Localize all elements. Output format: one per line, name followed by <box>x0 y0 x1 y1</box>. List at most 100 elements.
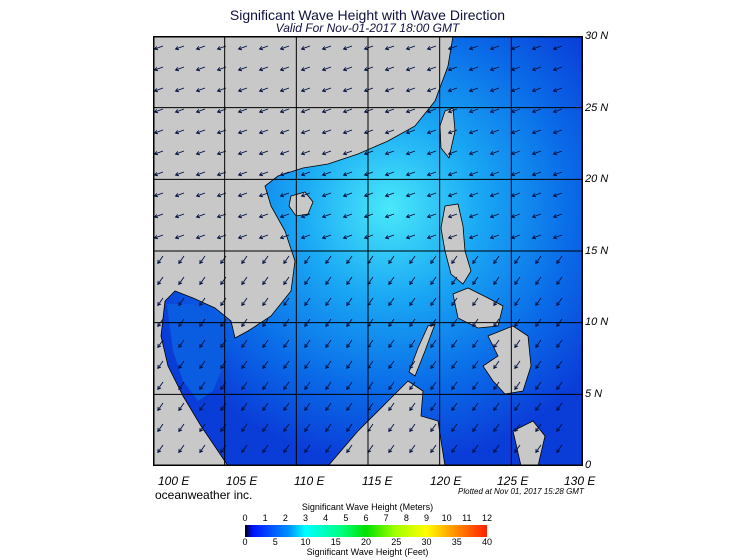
lon-label-100e: 100 E <box>158 474 190 488</box>
wave-arrow <box>195 192 206 198</box>
wave-arrow <box>409 297 416 307</box>
wave-arrow <box>384 192 395 198</box>
wave-arrow <box>388 402 395 412</box>
wave-arrow <box>489 192 500 198</box>
wave-arrow <box>304 402 311 412</box>
land-gulf-of-thailand <box>167 304 231 401</box>
wave-arrow <box>451 360 458 370</box>
wave-arrow <box>342 45 353 51</box>
wave-arrow <box>556 423 563 433</box>
wave-arrow <box>426 192 437 198</box>
wave-arrow <box>489 150 500 156</box>
lon-label-125e: 125 E <box>497 474 529 488</box>
wave-arrow <box>430 297 437 307</box>
wave-arrow <box>174 66 185 72</box>
wave-direction-arrows <box>153 45 563 454</box>
wave-arrow <box>157 444 164 454</box>
wave-arrow <box>342 192 353 198</box>
wave-arrow <box>405 129 416 135</box>
wave-arrow <box>447 234 458 240</box>
wave-arrow <box>430 402 437 412</box>
wave-arrow <box>531 108 542 114</box>
wave-arrow <box>157 339 164 349</box>
wave-arrow <box>451 339 458 349</box>
wave-arrow <box>262 423 269 433</box>
wave-arrow <box>472 339 479 349</box>
wave-arrow <box>241 423 248 433</box>
colorbar-meter-tick: 1 <box>262 513 268 523</box>
wave-arrow <box>384 234 395 240</box>
wave-arrow <box>447 87 458 93</box>
lon-label-110e: 110 E <box>294 474 325 488</box>
land-hainan <box>288 191 314 217</box>
wave-arrow <box>468 87 479 93</box>
wave-arrow <box>195 108 206 114</box>
wave-arrow <box>157 255 164 265</box>
wave-arrow <box>321 129 332 135</box>
wave-arrow <box>325 276 332 286</box>
wave-arrow <box>556 381 563 391</box>
wave-arrow <box>514 381 521 391</box>
wave-arrow <box>493 255 500 265</box>
wave-arrow <box>514 276 521 286</box>
wave-arrow <box>157 381 164 391</box>
wave-arrow <box>552 171 563 177</box>
wave-arrow <box>468 66 479 72</box>
wave-arrow <box>426 129 437 135</box>
wave-arrow <box>195 213 206 219</box>
wave-arrow <box>153 150 164 156</box>
wave-arrow <box>174 108 185 114</box>
wave-arrow <box>279 129 290 135</box>
wave-arrow <box>531 150 542 156</box>
wave-arrow <box>153 108 164 114</box>
wave-arrow <box>325 297 332 307</box>
wave-arrow <box>325 339 332 349</box>
wave-arrow <box>531 45 542 51</box>
colorbar-feet-tick: 35 <box>451 537 462 547</box>
wave-arrow <box>237 234 248 240</box>
wave-arrow <box>342 129 353 135</box>
wave-arrow <box>342 171 353 177</box>
wave-arrow <box>258 150 269 156</box>
wave-arrow <box>514 423 521 433</box>
wave-arrow <box>342 150 353 156</box>
wave-arrow <box>489 45 500 51</box>
wave-arrow <box>493 339 500 349</box>
wave-arrow <box>531 234 542 240</box>
wave-arrow <box>384 66 395 72</box>
wave-arrow <box>258 171 269 177</box>
wave-arrow <box>447 129 458 135</box>
wave-arrow <box>489 108 500 114</box>
wave-arrow <box>556 339 563 349</box>
wave-arrow <box>363 192 374 198</box>
wave-arrow <box>556 444 563 454</box>
wave-arrow <box>426 150 437 156</box>
wave-arrow <box>157 360 164 370</box>
map-frame <box>153 36 583 466</box>
wave-arrow <box>451 255 458 265</box>
wave-arrow <box>199 297 206 307</box>
colorbar-meter-tick: 7 <box>383 513 389 523</box>
wave-arrow <box>174 129 185 135</box>
wave-arrow <box>405 192 416 198</box>
colorbar-meter-tick: 6 <box>363 513 369 523</box>
wave-arrow <box>556 276 563 286</box>
colorbar <box>245 525 487 537</box>
wave-arrow <box>241 360 248 370</box>
wave-arrow <box>195 129 206 135</box>
wave-arrow <box>468 45 479 51</box>
wave-arrow <box>321 192 332 198</box>
wave-arrow <box>279 45 290 51</box>
wave-arrow <box>472 360 479 370</box>
wave-arrow <box>241 339 248 349</box>
wave-arrow <box>426 87 437 93</box>
wave-arrow <box>552 87 563 93</box>
colorbar-meter-tick: 12 <box>481 513 492 523</box>
wave-arrow <box>531 213 542 219</box>
map-subtitle: Valid For Nov-01-2017 18:00 GMT <box>275 21 460 35</box>
wave-arrow <box>321 108 332 114</box>
land-palawan <box>408 323 436 377</box>
wave-arrow <box>405 66 416 72</box>
wave-arrow <box>157 276 164 286</box>
land-luzon <box>440 203 472 285</box>
